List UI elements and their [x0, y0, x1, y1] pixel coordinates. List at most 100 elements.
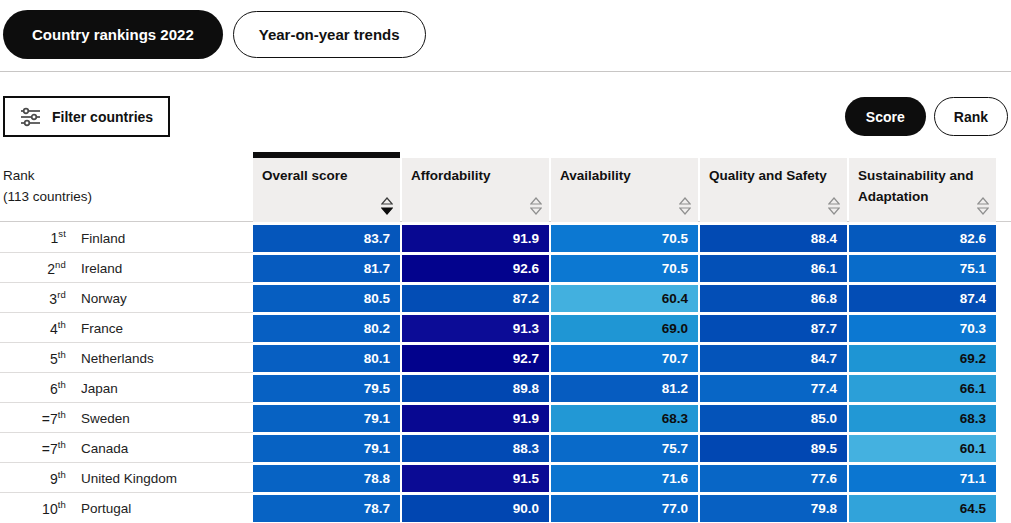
sort-icon	[530, 197, 542, 215]
row-left: 5th Netherlands	[0, 342, 253, 372]
sort-icon	[977, 197, 989, 215]
country-name: Japan	[81, 381, 118, 396]
score-cell: 80.1	[253, 345, 400, 372]
score-cell: 79.5	[253, 375, 400, 402]
table-row: 6thJapan79.589.881.277.466.1	[0, 372, 1011, 402]
sort-icon	[381, 197, 393, 215]
rank-cell: 3rd	[0, 291, 66, 307]
filter-countries-button[interactable]: Filter countries	[3, 96, 170, 137]
score-rank-toggle: Score Rank	[845, 97, 1008, 136]
rank-header-label: Rank	[3, 165, 253, 187]
score-cell: 90.0	[402, 495, 549, 522]
column-header-sustainability-and-adaptation[interactable]: Sustainability and Adaptation	[849, 152, 996, 222]
country-name: Finland	[81, 231, 125, 246]
score-cell: 91.5	[402, 465, 549, 492]
table-row: =7thCanada79.188.375.789.560.1	[0, 432, 1011, 462]
score-cell: 77.6	[700, 465, 847, 492]
score-cell: 80.5	[253, 285, 400, 312]
rank-toggle-button[interactable]: Rank	[934, 97, 1008, 136]
filter-sliders-icon	[20, 107, 41, 127]
rank-cell: =7th	[0, 411, 66, 427]
country-name: Sweden	[81, 411, 130, 426]
column-header-label: Overall score	[262, 168, 348, 183]
score-cell: 87.4	[849, 285, 996, 312]
rank-cell: 5th	[0, 351, 66, 367]
row-left: 2nd Ireland	[0, 252, 253, 282]
table-body: 1stFinland83.791.970.588.482.62ndIreland…	[0, 222, 1011, 522]
score-cell: 77.4	[700, 375, 847, 402]
score-cell: 69.2	[849, 345, 996, 372]
score-cell: 70.7	[551, 345, 698, 372]
score-cell: 77.0	[551, 495, 698, 522]
score-cell: 79.1	[253, 435, 400, 462]
score-toggle-button[interactable]: Score	[845, 97, 926, 136]
country-name: France	[81, 321, 123, 336]
score-cell: 75.1	[849, 255, 996, 282]
column-header-quality-and-safety[interactable]: Quality and Safety	[700, 152, 847, 222]
tab-country-rankings[interactable]: Country rankings 2022	[3, 10, 223, 59]
score-cell: 60.1	[849, 435, 996, 462]
country-name: United Kingdom	[81, 471, 177, 486]
score-cell: 86.1	[700, 255, 847, 282]
column-header-overall-score[interactable]: Overall score	[253, 152, 400, 222]
row-left: 1st Finland	[0, 222, 253, 252]
score-cell: 71.1	[849, 465, 996, 492]
score-cell: 70.5	[551, 225, 698, 252]
score-cell: 87.2	[402, 285, 549, 312]
table-row: 9thUnited Kingdom78.891.571.677.671.1	[0, 462, 1011, 492]
score-cell: 89.8	[402, 375, 549, 402]
score-cell: 91.9	[402, 405, 549, 432]
row-left: 6thJapan	[0, 372, 253, 402]
rank-cell: 1st	[0, 230, 66, 246]
score-cell: 83.7	[253, 225, 400, 252]
score-cell: 79.8	[700, 495, 847, 522]
sort-icon	[679, 197, 691, 215]
score-cell: 81.2	[551, 375, 698, 402]
score-cell: 87.7	[700, 315, 847, 342]
row-left: 4th France	[0, 312, 253, 342]
score-cell: 84.7	[700, 345, 847, 372]
row-left: =7th Canada	[0, 432, 253, 462]
score-cell: 86.8	[700, 285, 847, 312]
section-divider	[0, 71, 1011, 72]
score-cell: 82.6	[849, 225, 996, 252]
rank-column-header: Rank (113 countries)	[0, 152, 253, 221]
table-header: Rank (113 countries) Overall score Affor…	[0, 152, 1011, 222]
score-cell: 70.5	[551, 255, 698, 282]
score-cell: 92.7	[402, 345, 549, 372]
column-header-label: Quality and Safety	[709, 168, 827, 183]
score-cell: 81.7	[253, 255, 400, 282]
rank-cell: 2nd	[0, 261, 66, 277]
score-cell: 80.2	[253, 315, 400, 342]
score-cell: 78.8	[253, 465, 400, 492]
table-row: 5th Netherlands 80.192.770.784.769.2	[0, 342, 1011, 372]
country-name: Netherlands	[81, 351, 154, 366]
column-header-label: Sustainability and Adaptation	[858, 168, 974, 204]
score-cell: 64.5	[849, 495, 996, 522]
score-cell: 66.1	[849, 375, 996, 402]
column-header-label: Availability	[560, 168, 631, 183]
column-header-affordability[interactable]: Affordability	[402, 152, 549, 222]
filter-countries-label: Filter countries	[52, 109, 153, 125]
score-cell: 92.6	[402, 255, 549, 282]
view-tabs: Country rankings 2022 Year-on-year trend…	[0, 0, 1011, 59]
score-cell: 68.3	[849, 405, 996, 432]
table-row: 10thPortugal78.790.077.079.864.5	[0, 492, 1011, 522]
column-header-availability[interactable]: Availability	[551, 152, 698, 222]
rank-cell: 10th	[0, 501, 66, 517]
table-row: 1st Finland 83.791.970.588.482.6	[0, 222, 1011, 252]
country-name: Ireland	[81, 261, 122, 276]
score-cell: 88.4	[700, 225, 847, 252]
row-left: 3rdNorway	[0, 282, 253, 312]
row-left: 9thUnited Kingdom	[0, 462, 253, 492]
score-cell: 91.9	[402, 225, 549, 252]
score-cell: 70.3	[849, 315, 996, 342]
country-name: Canada	[81, 441, 128, 456]
tab-year-on-year-trends[interactable]: Year-on-year trends	[233, 11, 426, 58]
score-cell: 88.3	[402, 435, 549, 462]
rank-cell: 4th	[0, 321, 66, 337]
country-count-label: (113 countries)	[3, 186, 253, 208]
rank-cell: =7th	[0, 441, 66, 457]
score-cell: 91.3	[402, 315, 549, 342]
score-cell: 89.5	[700, 435, 847, 462]
